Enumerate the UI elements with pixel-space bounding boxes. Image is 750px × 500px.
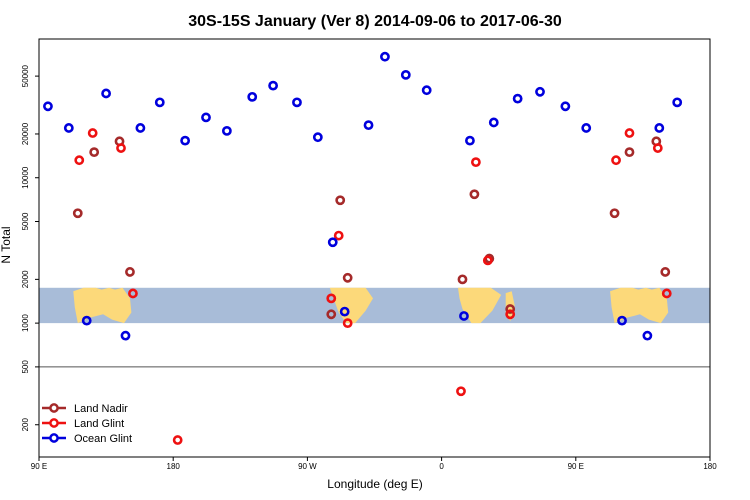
y-tick-label: 2000 (21, 270, 30, 288)
y-tick-label: 200 (21, 418, 30, 432)
ocean-glint-legend-marker (49, 433, 59, 443)
ocean-glint-point (421, 85, 432, 96)
land-nadir-point (505, 304, 516, 314)
ocean-glint-point (459, 311, 469, 321)
ocean-glint-point (81, 315, 92, 326)
land-nadir-point (624, 147, 635, 158)
ocean-glint-legend-label: Ocean Glint (74, 433, 132, 445)
x-tick-label: 90 W (298, 462, 317, 471)
x-axis-label: Longitude (deg E) (327, 477, 422, 491)
land-nadir-point (457, 274, 468, 285)
ocean-glint-point (654, 123, 665, 133)
ocean-glint-point (292, 97, 302, 108)
land-nadir-legend-marker (49, 403, 59, 413)
ocean-glint-point (339, 306, 350, 317)
ocean-glint-point (63, 123, 74, 133)
land-glint-point (326, 293, 337, 304)
land-glint-point (482, 255, 493, 266)
legend: Land Nadir Land Glint Ocean Glint (42, 403, 132, 445)
land-nadir-point (326, 309, 337, 320)
land-nadir-point (125, 267, 135, 277)
plot-frame (38, 38, 711, 458)
ocean-glint-point (327, 237, 338, 248)
y-axis: 200 500 1000 2000 5000 10000 20000 50000 (21, 64, 39, 431)
land-glint-point (661, 288, 672, 299)
ocean-glint-point (201, 112, 211, 123)
y-tick-label: 20000 (21, 122, 30, 145)
ocean-glint-point (465, 135, 475, 146)
y-tick-label: 5000 (21, 212, 30, 230)
ocean-glint-point (268, 80, 279, 91)
ocean-glint-point (400, 69, 411, 80)
y-axis-label: N Total (0, 226, 13, 263)
ocean-glint-point (488, 117, 499, 128)
land-glint-point (87, 128, 98, 138)
ocean-glint-point (672, 97, 683, 108)
chart-title: 30S-15S January (Ver 8) 2014-09-06 to 20… (188, 13, 562, 30)
data-points (43, 51, 683, 445)
ocean-band (39, 287, 710, 324)
ocean-glint-point (247, 91, 258, 102)
land-glint-legend-marker (49, 418, 59, 428)
ocean-glint-point (560, 101, 571, 112)
y-tick-label: 10000 (21, 166, 30, 189)
land-glint-point (470, 157, 481, 168)
ocean-glint-point (135, 123, 146, 133)
ocean-glint-point (380, 51, 390, 62)
y-tick-label: 50000 (21, 64, 30, 87)
x-tick-label: 180 (703, 462, 717, 471)
australia-land-repeat (610, 287, 669, 324)
land-glint-point (342, 318, 353, 329)
land-nadir-point (89, 147, 100, 158)
land-nadir-point (72, 208, 83, 219)
land-nadir-legend-label: Land Nadir (74, 403, 128, 415)
ocean-glint-point (535, 86, 545, 97)
land-glint-point (333, 230, 344, 241)
land-glint-point (611, 155, 621, 166)
world-map-band (39, 287, 710, 324)
land-glint-point (456, 386, 466, 397)
land-glint-point (652, 143, 663, 153)
land-glint-point (172, 435, 183, 445)
ocean-glint-point (312, 132, 323, 143)
x-tick-label: 0 (439, 462, 444, 471)
land-nadir-point (342, 272, 353, 283)
x-axis: 90 E 180 90 W 0 90 E 180 (31, 457, 717, 471)
ocean-glint-point (581, 123, 592, 133)
land-glint-point (624, 128, 635, 138)
x-tick-label: 90 E (31, 462, 47, 471)
land-nadir-point (609, 208, 620, 219)
land-glint-legend-label: Land Glint (74, 418, 124, 430)
australia-land (73, 287, 132, 324)
ocean-glint-point (617, 315, 627, 326)
x-tick-label: 180 (167, 462, 181, 471)
africa-land (458, 287, 502, 324)
land-nadir-point (335, 195, 346, 206)
y-tick-label: 1000 (21, 314, 30, 332)
ocean-glint-point (642, 330, 653, 341)
ocean-glint-point (180, 135, 191, 146)
ocean-glint-point (221, 125, 232, 136)
ocean-glint-point (363, 120, 374, 131)
land-glint-point (505, 309, 516, 320)
land-glint-point (74, 155, 85, 166)
ocean-glint-point (154, 97, 165, 108)
land-nadir-point (660, 267, 671, 277)
land-glint-point (116, 143, 126, 153)
ocean-glint-point (101, 88, 111, 99)
land-nadir-point (469, 189, 480, 200)
y-tick-label: 500 (21, 360, 30, 374)
ocean-glint-point (43, 101, 53, 112)
x-tick-label: 90 E (568, 462, 584, 471)
ocean-glint-point (120, 330, 131, 341)
ocean-glint-point (512, 93, 523, 104)
land-glint-point (128, 288, 138, 299)
